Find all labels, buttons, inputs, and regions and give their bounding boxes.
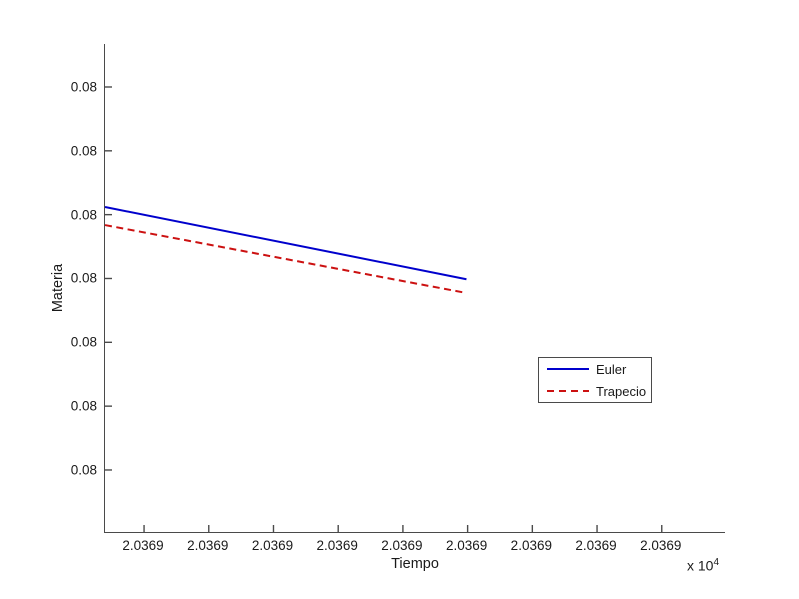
x-tick-label: 2.0369 [381,538,423,553]
legend-entry-trapecio: Trapecio [547,383,647,399]
plot-lines-canvas [104,86,663,532]
y-tick-label: 0.08 [70,398,97,414]
x-tick-label: 2.0369 [251,538,294,553]
legend-entry-euler: Euler [547,361,643,377]
legend-label-trapecio: Trapecio [596,383,647,399]
legend: Euler Trapecio [538,357,652,403]
y-tick-label: 0.08 [70,143,97,159]
y-tick-label: 0.08 [70,79,97,95]
trapecio-dashed-line-swatch [547,390,589,392]
y-tick-label: 0.08 [70,270,97,286]
euler-solid-line-swatch [547,368,589,370]
x-tick-label: 2.0369 [575,538,617,553]
x-tick-label: 2.0369 [445,538,488,553]
x-tick-label: 2.0369 [510,538,552,553]
x-tick-label: 2.0369 [316,538,358,553]
x-tick-label: 2.0369 [122,538,164,553]
y-tick-label: 0.08 [70,462,97,478]
x-tick-label: 2.0369 [187,538,229,553]
multiplier-base: x 10 [687,557,714,574]
euler-data-line [104,206,467,281]
x-axis-label: Tiempo [391,556,439,572]
trapecio-data-line [104,224,467,294]
y-tick-label: 0.08 [70,207,97,223]
plot-area [104,44,725,533]
y-tick-label: 0.08 [70,334,97,350]
x-axis-multiplier: x 104 [687,557,719,574]
multiplier-exponent: 4 [713,557,720,568]
x-tick-label: 2.0369 [640,538,682,553]
y-axis-label: Materia [50,263,66,313]
legend-label-euler: Euler [596,361,627,377]
